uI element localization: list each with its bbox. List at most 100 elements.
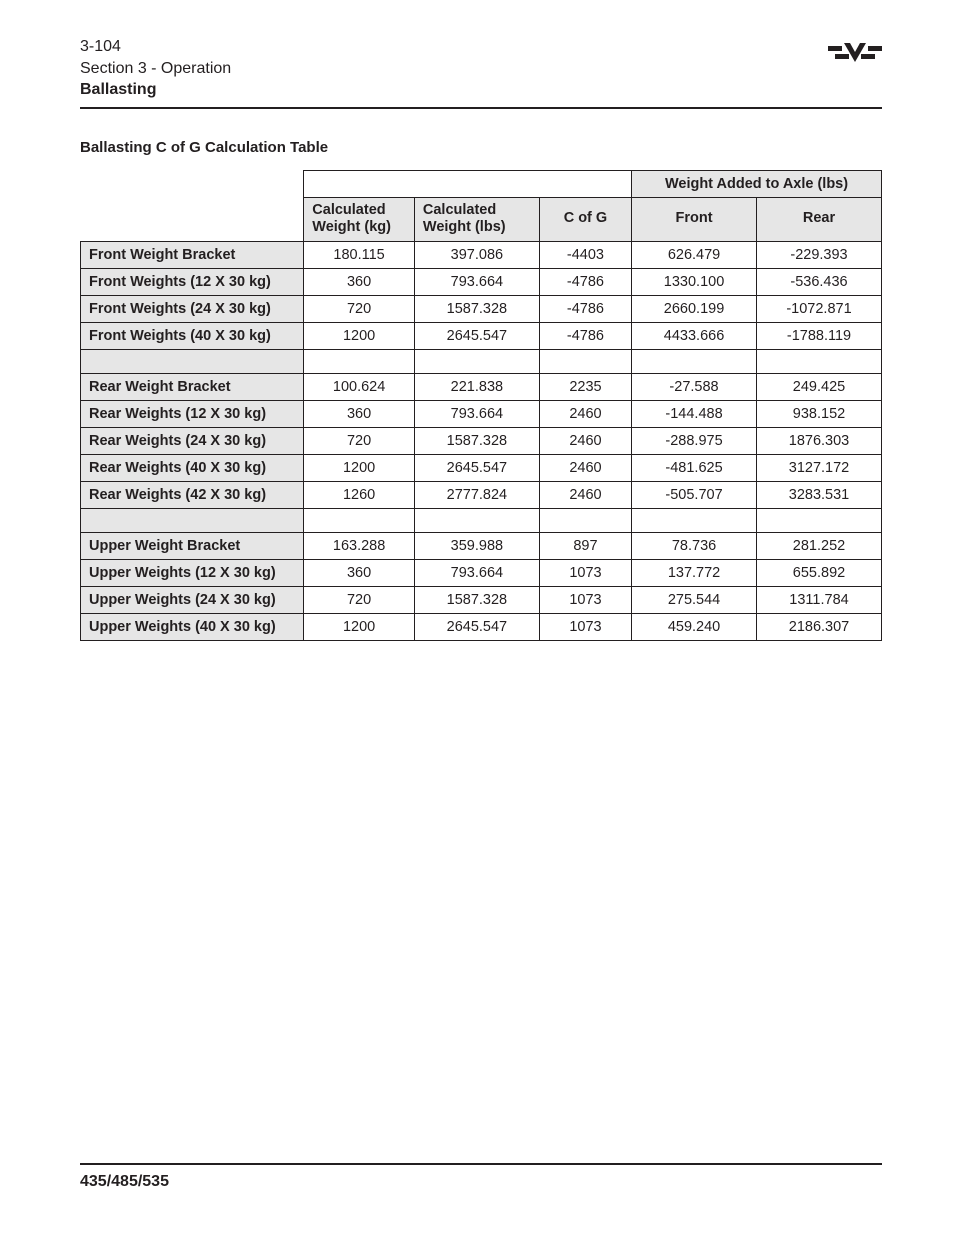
table-row: Upper Weights (12 X 30 kg)360793.6641073… bbox=[81, 559, 882, 586]
cell-kg: 360 bbox=[304, 400, 415, 427]
table-row: Rear Weight Bracket100.624221.8382235-27… bbox=[81, 373, 882, 400]
cell-rear: 655.892 bbox=[757, 559, 882, 586]
cell-cofg: 2460 bbox=[539, 400, 631, 427]
section-title: Section 3 - Operation bbox=[80, 58, 231, 80]
cell-front: -505.707 bbox=[632, 481, 757, 508]
cell-rear: 3283.531 bbox=[757, 481, 882, 508]
spacer-cell bbox=[539, 508, 631, 532]
cell-cofg: 2460 bbox=[539, 481, 631, 508]
cell-rear: -536.436 bbox=[757, 268, 882, 295]
spacer-cell bbox=[81, 349, 304, 373]
table-row bbox=[81, 349, 882, 373]
cell-rear: 1876.303 bbox=[757, 427, 882, 454]
cell-kg: 720 bbox=[304, 427, 415, 454]
cell-front: 78.736 bbox=[632, 532, 757, 559]
cell-front: -27.588 bbox=[632, 373, 757, 400]
cell-kg: 720 bbox=[304, 295, 415, 322]
cell-kg: 100.624 bbox=[304, 373, 415, 400]
cell-front: 275.544 bbox=[632, 586, 757, 613]
col-header-kg: Calculated Weight (kg) bbox=[304, 197, 415, 241]
cell-lbs: 2645.547 bbox=[414, 613, 539, 640]
spacer-cell bbox=[632, 349, 757, 373]
topic-title: Ballasting bbox=[80, 79, 231, 101]
spacer-cell bbox=[304, 349, 415, 373]
col-header-empty bbox=[81, 170, 304, 241]
cell-kg: 1200 bbox=[304, 613, 415, 640]
cell-rear: -229.393 bbox=[757, 241, 882, 268]
table-row: Front Weight Bracket180.115397.086-44036… bbox=[81, 241, 882, 268]
col-header-front: Front bbox=[632, 197, 757, 241]
spacer-cell bbox=[414, 508, 539, 532]
cell-lbs: 1587.328 bbox=[414, 586, 539, 613]
spacer-cell bbox=[539, 349, 631, 373]
spacer-cell bbox=[757, 349, 882, 373]
cell-front: 2660.199 bbox=[632, 295, 757, 322]
row-label: Rear Weights (12 X 30 kg) bbox=[81, 400, 304, 427]
cell-lbs: 2645.547 bbox=[414, 322, 539, 349]
cell-front: -144.488 bbox=[632, 400, 757, 427]
cell-front: 137.772 bbox=[632, 559, 757, 586]
cell-rear: 3127.172 bbox=[757, 454, 882, 481]
cell-rear: 281.252 bbox=[757, 532, 882, 559]
col-header-lbs: Calculated Weight (lbs) bbox=[414, 197, 539, 241]
cell-cofg: 2460 bbox=[539, 427, 631, 454]
table-row: Upper Weights (40 X 30 kg)12002645.54710… bbox=[81, 613, 882, 640]
brand-logo-icon bbox=[828, 36, 882, 75]
table-row: Rear Weights (12 X 30 kg)360793.6642460-… bbox=[81, 400, 882, 427]
row-label: Upper Weight Bracket bbox=[81, 532, 304, 559]
cell-rear: 249.425 bbox=[757, 373, 882, 400]
cell-lbs: 793.664 bbox=[414, 268, 539, 295]
row-label: Upper Weights (24 X 30 kg) bbox=[81, 586, 304, 613]
table-row: Rear Weights (40 X 30 kg)12002645.547246… bbox=[81, 454, 882, 481]
page-header: 3-104 Section 3 - Operation Ballasting bbox=[80, 36, 231, 101]
cell-front: 4433.666 bbox=[632, 322, 757, 349]
cell-cofg: 1073 bbox=[539, 586, 631, 613]
cell-rear: 938.152 bbox=[757, 400, 882, 427]
footer-models: 435/485/535 bbox=[80, 1173, 882, 1191]
row-label: Rear Weight Bracket bbox=[81, 373, 304, 400]
table-row: Rear Weights (42 X 30 kg)12602777.824246… bbox=[81, 481, 882, 508]
cell-cofg: 897 bbox=[539, 532, 631, 559]
table-row: Rear Weights (24 X 30 kg)7201587.3282460… bbox=[81, 427, 882, 454]
table-row: Upper Weights (24 X 30 kg)7201587.328107… bbox=[81, 586, 882, 613]
col-group-axle: Weight Added to Axle (lbs) bbox=[632, 170, 882, 197]
spacer-cell bbox=[81, 508, 304, 532]
cell-kg: 1200 bbox=[304, 322, 415, 349]
cell-kg: 1260 bbox=[304, 481, 415, 508]
cell-kg: 360 bbox=[304, 559, 415, 586]
cell-cofg: -4786 bbox=[539, 295, 631, 322]
cell-kg: 163.288 bbox=[304, 532, 415, 559]
cell-cofg: 2235 bbox=[539, 373, 631, 400]
spacer-cell bbox=[304, 508, 415, 532]
cell-rear: 1311.784 bbox=[757, 586, 882, 613]
row-label: Rear Weights (42 X 30 kg) bbox=[81, 481, 304, 508]
table-row: Front Weights (40 X 30 kg)12002645.547-4… bbox=[81, 322, 882, 349]
cell-lbs: 1587.328 bbox=[414, 295, 539, 322]
cell-lbs: 221.838 bbox=[414, 373, 539, 400]
row-label: Upper Weights (40 X 30 kg) bbox=[81, 613, 304, 640]
cell-cofg: -4786 bbox=[539, 268, 631, 295]
cell-front: -481.625 bbox=[632, 454, 757, 481]
cell-lbs: 2645.547 bbox=[414, 454, 539, 481]
cell-cofg: 1073 bbox=[539, 559, 631, 586]
row-label: Front Weights (12 X 30 kg) bbox=[81, 268, 304, 295]
cell-front: 459.240 bbox=[632, 613, 757, 640]
cell-front: -288.975 bbox=[632, 427, 757, 454]
spacer-cell bbox=[757, 508, 882, 532]
row-label: Rear Weights (40 X 30 kg) bbox=[81, 454, 304, 481]
header-rule bbox=[80, 107, 882, 109]
col-header-cofg: C of G bbox=[539, 197, 631, 241]
cell-rear: -1072.871 bbox=[757, 295, 882, 322]
spacer-cell bbox=[632, 508, 757, 532]
cell-lbs: 1587.328 bbox=[414, 427, 539, 454]
ballasting-table: Weight Added to Axle (lbs) Calculated We… bbox=[80, 170, 882, 641]
cell-rear: 2186.307 bbox=[757, 613, 882, 640]
row-label: Rear Weights (24 X 30 kg) bbox=[81, 427, 304, 454]
cell-lbs: 397.086 bbox=[414, 241, 539, 268]
col-header-rear: Rear bbox=[757, 197, 882, 241]
cell-rear: -1788.119 bbox=[757, 322, 882, 349]
cell-lbs: 793.664 bbox=[414, 559, 539, 586]
row-label: Front Weight Bracket bbox=[81, 241, 304, 268]
cell-cofg: 2460 bbox=[539, 454, 631, 481]
cell-cofg: -4403 bbox=[539, 241, 631, 268]
